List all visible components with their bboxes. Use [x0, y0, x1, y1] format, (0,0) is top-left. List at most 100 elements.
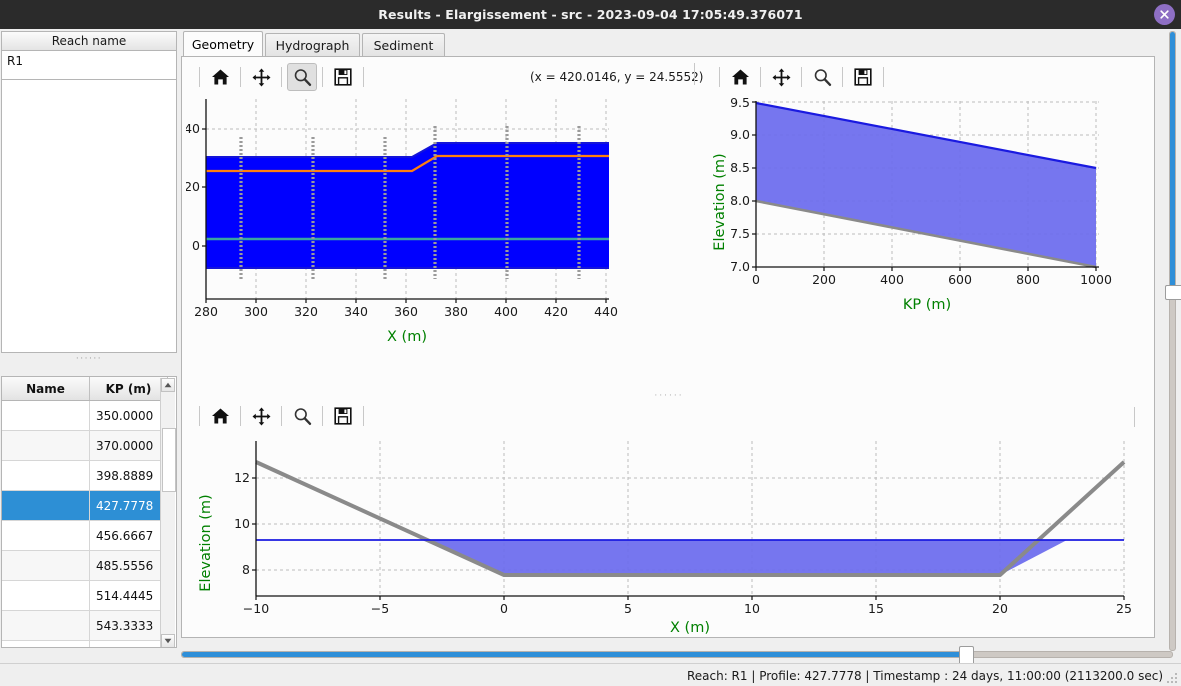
- table-row[interactable]: 398.8889: [2, 460, 168, 491]
- profile-table-scrollbar[interactable]: [160, 378, 176, 647]
- timestamp-slider-groove[interactable]: [181, 651, 1173, 658]
- cell-kp[interactable]: 370.0000: [89, 430, 168, 461]
- cell-name[interactable]: [2, 580, 90, 611]
- scroll-up-arrow[interactable]: [161, 378, 175, 392]
- toolbar-separator: [719, 67, 720, 87]
- cell-name[interactable]: [2, 610, 90, 641]
- cell-kp[interactable]: 456.6667: [89, 520, 168, 551]
- scroll-down-arrow[interactable]: [161, 634, 175, 647]
- toolbar-end-separator: [694, 63, 695, 85]
- toolbar-separator: [281, 406, 282, 426]
- toolbar-separator: [801, 67, 802, 87]
- toolbar-separator: [322, 67, 323, 87]
- cross-section-chart[interactable]: 8 10 12 −10 −5 0 5 10: [186, 431, 1152, 636]
- cell-kp[interactable]: 398.8889: [89, 460, 168, 491]
- profile-table: Name KP (m) 350.0000 370.0000: [1, 376, 177, 648]
- cell-kp[interactable]: 543.3333: [89, 610, 168, 641]
- toolbar-end-separator: [1134, 407, 1135, 427]
- cell-name[interactable]: [2, 550, 90, 581]
- tab-sediment[interactable]: Sediment: [362, 33, 445, 57]
- bed-level-line: [755, 199, 1097, 269]
- profile-slider-fill: [1170, 32, 1175, 292]
- svg-text:−10: −10: [243, 601, 269, 616]
- reach-list-item[interactable]: R1: [7, 54, 23, 68]
- table-row[interactable]: 456.6667: [2, 520, 168, 551]
- cell-name[interactable]: [2, 400, 90, 431]
- svg-text:8.5: 8.5: [730, 160, 750, 175]
- cell-kp[interactable]: 514.4445: [89, 580, 168, 611]
- cell-name[interactable]: [2, 490, 90, 521]
- plan-view-chart[interactable]: 0 20 40 280 300 320 340: [162, 91, 700, 387]
- table-row-selected[interactable]: 427.7778: [2, 490, 168, 521]
- plan-zoom-button[interactable]: [287, 63, 317, 91]
- svg-text:9.5: 9.5: [730, 95, 750, 110]
- section-y-axis-label: Elevation (m): [198, 494, 214, 591]
- plan-save-button[interactable]: [328, 63, 358, 91]
- long-profile-svg: 7.0 7.5 8.0 8.5 9.0 9.5: [712, 95, 1112, 313]
- reach-list-empty-area: [1, 80, 177, 353]
- cross-section-svg: 8 10 12 −10 −5 0 5 10: [198, 441, 1132, 636]
- status-text: Reach: R1 | Profile: 427.7778 | Timestam…: [686, 668, 1163, 683]
- home-icon: [731, 69, 749, 85]
- svg-text:0: 0: [500, 601, 508, 616]
- cross-section-markers: [239, 126, 581, 279]
- scrollbar-thumb[interactable]: [162, 428, 176, 492]
- section-x-tickmarks: [255, 596, 1125, 600]
- table-row[interactable]: 572.2222: [2, 640, 168, 647]
- profile-toolbar: [714, 59, 889, 95]
- reach-list[interactable]: R1: [1, 51, 177, 80]
- window-title: Results - Elargissement - src - 2023-09-…: [378, 7, 803, 22]
- table-row[interactable]: 485.5556: [2, 550, 168, 581]
- table-row[interactable]: 370.0000: [2, 430, 168, 461]
- profile-y-axis-label: Elevation (m): [712, 153, 728, 250]
- section-zoom-button[interactable]: [287, 402, 317, 430]
- svg-text:12: 12: [234, 470, 250, 485]
- cell-kp[interactable]: 427.7778: [89, 490, 168, 521]
- column-header-kp[interactable]: KP (m): [89, 377, 168, 401]
- cell-name[interactable]: [2, 430, 90, 461]
- profile-home-button[interactable]: [725, 63, 755, 91]
- cell-name[interactable]: [2, 520, 90, 551]
- tab-geometry[interactable]: Geometry: [183, 31, 263, 57]
- section-home-button[interactable]: [205, 402, 235, 430]
- timestamp-slider-fill: [182, 652, 965, 657]
- cell-kp[interactable]: 350.0000: [89, 400, 168, 431]
- profile-pan-button[interactable]: [766, 63, 796, 91]
- table-row[interactable]: 350.0000: [2, 400, 168, 431]
- toolbar-separator: [281, 67, 282, 87]
- table-row[interactable]: 543.3333: [2, 610, 168, 641]
- column-header-name[interactable]: Name: [2, 377, 90, 401]
- svg-text:1000: 1000: [1080, 272, 1112, 287]
- geometry-panel: (x = 420.0146, y = 24.5552): [162, 56, 1156, 638]
- splitter-grip-dots: ······: [654, 390, 684, 401]
- profile-zoom-button[interactable]: [807, 63, 837, 91]
- close-button[interactable]: [1154, 4, 1175, 25]
- svg-text:320: 320: [294, 304, 318, 319]
- table-row[interactable]: 514.4445: [2, 580, 168, 611]
- section-save-button[interactable]: [328, 402, 358, 430]
- profile-slider[interactable]: [1164, 29, 1181, 663]
- tab-bar: Geometry Hydrograph Sediment: [179, 29, 1181, 57]
- long-profile-chart[interactable]: 7.0 7.5 8.0 8.5 9.0 9.5: [706, 91, 1154, 387]
- section-pan-button[interactable]: [246, 402, 276, 430]
- left-panel-splitter[interactable]: ······: [1, 354, 177, 363]
- cell-name[interactable]: [2, 640, 90, 647]
- toolbar-separator: [363, 406, 364, 426]
- move-icon: [252, 407, 270, 425]
- plan-pan-button[interactable]: [246, 63, 276, 91]
- plan-home-button[interactable]: [205, 63, 235, 91]
- profile-save-button[interactable]: [848, 63, 878, 91]
- cell-kp[interactable]: 485.5556: [89, 550, 168, 581]
- cell-kp[interactable]: 572.2222: [89, 640, 168, 647]
- plot-horizontal-splitter[interactable]: ······: [182, 390, 1156, 401]
- svg-text:300: 300: [244, 304, 268, 319]
- svg-text:5: 5: [624, 601, 632, 616]
- tab-hydrograph[interactable]: Hydrograph: [265, 33, 360, 57]
- profile-slider-groove[interactable]: [1169, 31, 1176, 651]
- timestamp-slider[interactable]: [179, 645, 1181, 665]
- left-panel: Reach name R1 ······ Name KP (m) 350.0: [0, 29, 179, 663]
- profile-slider-handle[interactable]: [1165, 285, 1181, 301]
- cell-name[interactable]: [2, 460, 90, 491]
- resize-grip-icon[interactable]: [1166, 672, 1178, 684]
